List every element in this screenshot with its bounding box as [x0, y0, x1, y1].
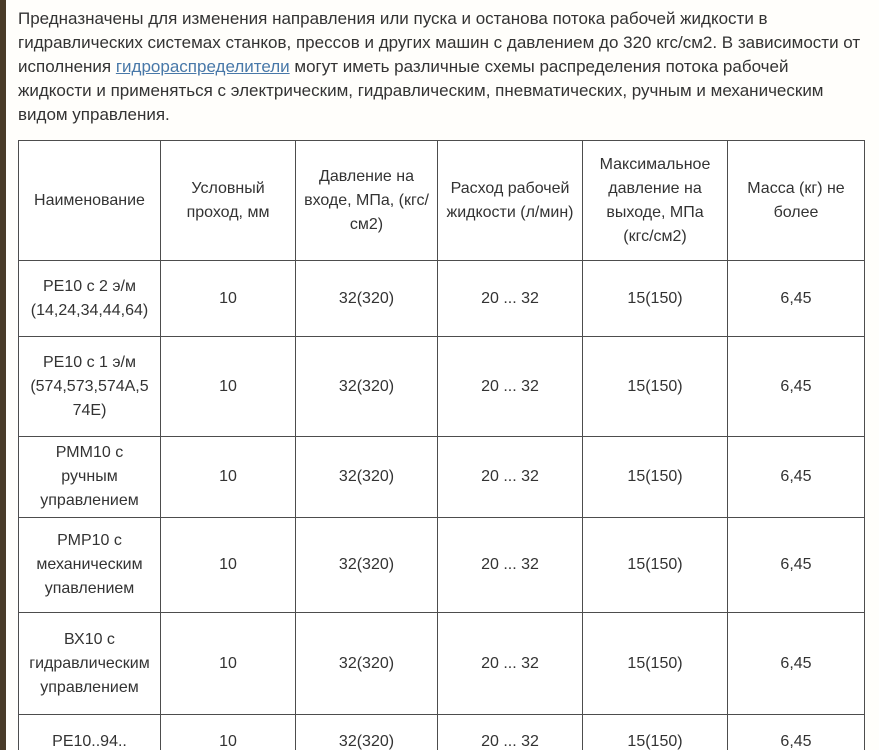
column-header-nominal-bore: Условный проход, мм [160, 140, 296, 261]
table-cell: 15(150) [582, 612, 728, 715]
table-cell: 6,45 [727, 714, 865, 750]
table-cell: 10 [160, 714, 296, 750]
table-row: ВХ10 с гидравлическим управлением 10 32(… [18, 612, 865, 715]
table-row: РЕ10..94.. 10 32(320) 20 ... 32 15(150) … [18, 714, 865, 750]
table-cell-name: РЕ10 с 2 э/м (14,24,34,44,64) [18, 260, 161, 337]
intro-paragraph: Предназначены для изменения направления … [18, 7, 864, 127]
table-cell: 6,45 [727, 436, 865, 518]
hydraulic-distributors-link[interactable]: гидрораспределители [115, 57, 290, 76]
table-cell: 10 [160, 612, 296, 715]
table-cell: 20 ... 32 [437, 612, 583, 715]
column-header-name: Наименование [18, 140, 161, 261]
table-cell-name: РЕ10 с 1 э/м (574,573,574А,574Е) [18, 336, 161, 437]
table-cell: 6,45 [727, 336, 865, 437]
table-row: РМР10 с механическим упавлением 10 32(32… [18, 517, 865, 613]
table-cell: 20 ... 32 [437, 436, 583, 518]
table-cell: 10 [160, 336, 296, 437]
table-cell: 32(320) [295, 436, 438, 518]
table-cell: 10 [160, 436, 296, 518]
table-row: РЕ10 с 2 э/м (14,24,34,44,64) 10 32(320)… [18, 260, 865, 337]
table-cell: 10 [160, 517, 296, 613]
table-cell: 32(320) [295, 517, 438, 613]
table-cell: 6,45 [727, 517, 865, 613]
intro-text-after: могут иметь различные схемы распределени… [18, 57, 824, 124]
table-cell: 10 [160, 260, 296, 337]
table-cell-name: ВХ10 с гидравлическим управлением [18, 612, 161, 715]
intro-text-before: Предназначены для изменения направления … [18, 9, 861, 76]
table-cell: 20 ... 32 [437, 517, 583, 613]
specs-table: Наименование Условный проход, мм Давлени… [18, 140, 865, 750]
table-cell-name: РМР10 с механическим упавлением [18, 517, 161, 613]
table-cell-name: РЕ10..94.. [18, 714, 161, 750]
left-accent-border [0, 0, 6, 750]
table-cell: 15(150) [582, 714, 728, 750]
table-cell: 15(150) [582, 260, 728, 337]
table-cell-name: РММ10 с ручным управлением [18, 436, 161, 518]
column-header-inlet-pressure: Давление на входе, МПа, (кгс/см2) [295, 140, 438, 261]
table-cell: 20 ... 32 [437, 336, 583, 437]
table-cell: 15(150) [582, 517, 728, 613]
column-header-flow-rate: Расход рабочей жидкости (л/мин) [437, 140, 583, 261]
table-row: РЕ10 с 1 э/м (574,573,574А,574Е) 10 32(3… [18, 336, 865, 437]
column-header-max-outlet-pressure: Максимальное давление на выходе, МПа (кг… [582, 140, 728, 261]
table-header-row: Наименование Условный проход, мм Давлени… [18, 140, 865, 261]
table-cell: 32(320) [295, 714, 438, 750]
table-cell: 32(320) [295, 336, 438, 437]
table-row: РММ10 с ручным управлением 10 32(320) 20… [18, 436, 865, 518]
table-cell: 6,45 [727, 612, 865, 715]
table-cell: 32(320) [295, 260, 438, 337]
table-cell: 32(320) [295, 612, 438, 715]
table-cell: 20 ... 32 [437, 714, 583, 750]
table-cell: 20 ... 32 [437, 260, 583, 337]
column-header-mass: Масса (кг) не более [727, 140, 865, 261]
table-cell: 6,45 [727, 260, 865, 337]
table-cell: 15(150) [582, 336, 728, 437]
table-cell: 15(150) [582, 436, 728, 518]
